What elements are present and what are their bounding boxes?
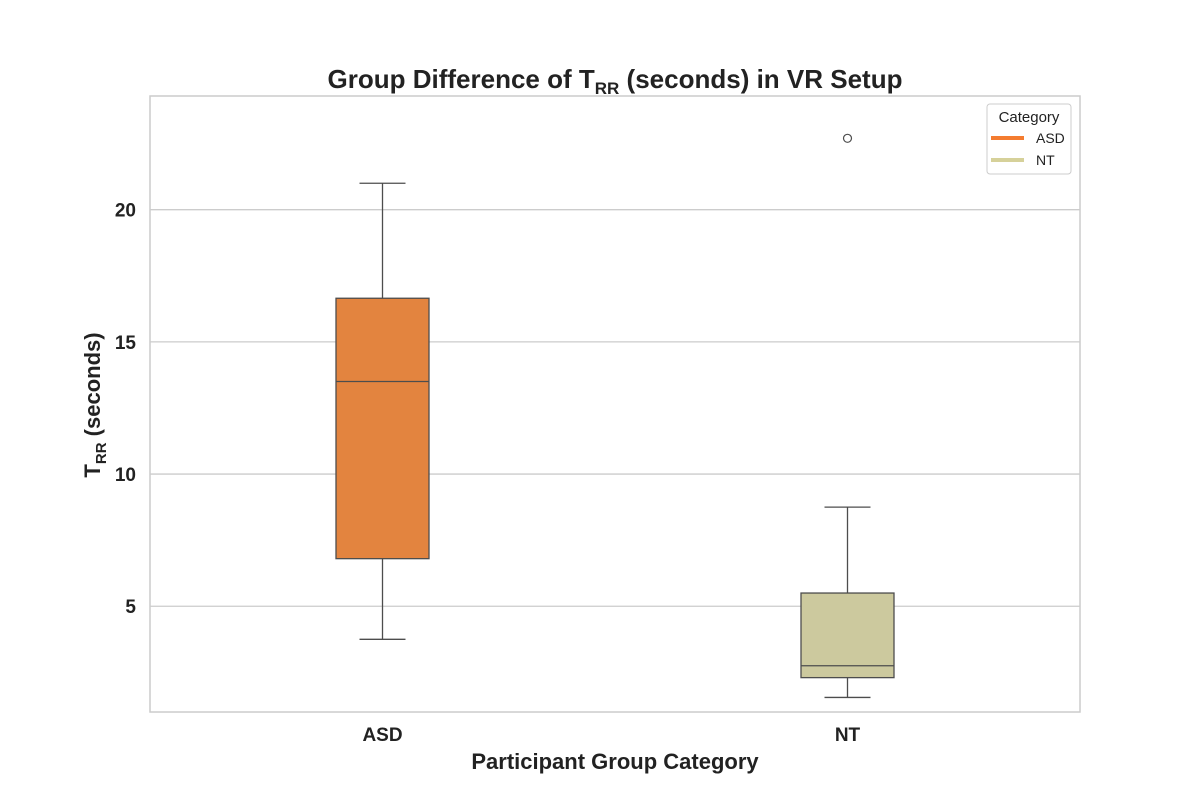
x-axis-label: Participant Group Category [471,749,759,774]
legend-frame [986,103,1072,175]
y-axis-label: TRR (seconds) [80,332,110,477]
legend: Category ASD NT [986,103,1072,175]
legend-label-asd: ASD [1036,130,1065,146]
x-tick-labels: ASD NT [362,725,860,746]
outlier-nt-0 [842,133,853,143]
y-tick-label-5: 5 [125,597,136,618]
legend-label-nt: NT [1036,152,1055,168]
gridlines [150,209,1080,607]
box-asd [335,297,430,560]
y-tick-label-15: 15 [115,333,137,354]
y-tick-label-20: 20 [115,201,136,222]
x-tick-label-nt: NT [835,725,861,746]
y-tick-label-10: 10 [115,465,136,486]
plot-frame [149,95,1081,713]
y-tick-labels: 5 10 15 20 [115,201,137,619]
x-tick-label-asd: ASD [362,725,402,746]
legend-title: Category [999,109,1060,126]
chart-title: Group Difference of TRR (seconds) in VR … [328,64,903,98]
boxes [335,133,895,699]
box-nt [800,592,895,679]
